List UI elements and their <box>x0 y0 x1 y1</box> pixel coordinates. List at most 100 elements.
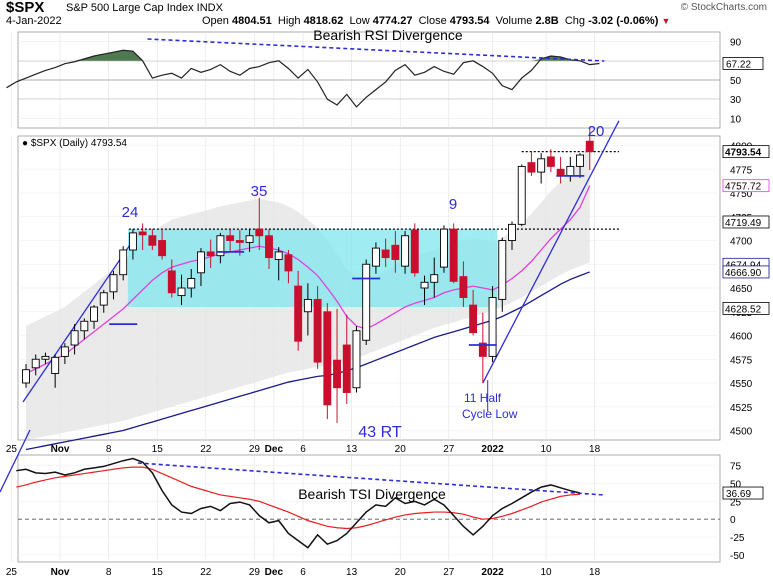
candle-body <box>391 244 400 260</box>
volume-label: Volume <box>495 15 533 27</box>
rsi-last-value-box <box>722 57 764 70</box>
price-value-label: 4719.49 <box>725 218 762 229</box>
candle-body <box>459 276 468 298</box>
x-tick-label: Nov <box>51 567 70 578</box>
open-label: Open <box>202 15 229 27</box>
candle-body <box>342 344 351 393</box>
close-value: 4793.54 <box>449 15 490 27</box>
x-tick-label: 20 <box>395 444 407 455</box>
candle-body <box>566 165 575 177</box>
low-label: Low <box>349 15 370 27</box>
candle-body <box>420 281 429 289</box>
tsi-last-value-box <box>722 486 764 500</box>
price-value-box <box>722 179 770 193</box>
x-tick-label: 18 <box>589 444 601 455</box>
candle-body <box>371 247 380 267</box>
x-tick-label: 15 <box>152 567 164 578</box>
candle-body <box>255 228 264 237</box>
rsi-line <box>6 49 600 108</box>
rsi-panel-title: Bearish RSI Divergence <box>313 27 463 43</box>
price-y-tick-label: 4500 <box>730 427 753 438</box>
down-arrow-icon: ▼ <box>661 16 671 26</box>
candle-body <box>226 235 235 241</box>
tsi-panel-frame <box>17 454 721 563</box>
x-tick-label: 2022 <box>481 567 504 578</box>
candle-body <box>90 306 98 322</box>
close-label: Close <box>418 15 447 27</box>
candle-body <box>517 165 526 225</box>
candle-body <box>401 235 410 267</box>
price-value-box <box>722 302 770 315</box>
trend-line <box>0 429 31 493</box>
low-value: 4774.27 <box>372 15 413 27</box>
x-tick-label: 25 <box>6 567 18 578</box>
candle-body <box>31 358 40 369</box>
price-y-tick-label: 4600 <box>730 332 753 343</box>
price-y-tick-label: 4775 <box>730 165 753 176</box>
price-y-tick-label: 4750 <box>730 189 753 200</box>
cycle-low-label: 43 RT <box>358 424 402 441</box>
candle-body <box>352 330 361 389</box>
x-tick-label: 8 <box>106 444 112 455</box>
candle-body <box>235 240 244 243</box>
rsi-divergence-line <box>147 38 605 62</box>
candle-body <box>138 231 147 236</box>
x-tick-label: 15 <box>152 444 164 455</box>
x-tick-label: 27 <box>443 444 455 455</box>
candle-body <box>284 254 293 272</box>
x-tick-label: 18 <box>589 567 601 578</box>
candle-body <box>187 278 196 289</box>
candle-body <box>99 292 108 306</box>
x-tick-label: Dec <box>265 444 284 455</box>
high-value: 4818.62 <box>303 15 344 27</box>
candle-body <box>449 228 458 282</box>
x-tick-label: 2022 <box>481 444 504 455</box>
x-tick-label: 25 <box>6 444 18 455</box>
x-tick-label: Dec <box>265 567 284 578</box>
candle-body <box>440 228 448 268</box>
copyright: © StockCharts.com <box>680 2 767 13</box>
price-y-tick-label: 4550 <box>730 379 753 390</box>
price-panel-title: ● $SPX (Daily) 4793.54 <box>22 138 127 149</box>
candle-body <box>576 154 584 167</box>
security-name: S&P 500 Large Cap Index INDX <box>66 2 223 14</box>
candle-body <box>265 235 273 259</box>
chg-label: Chg <box>564 15 585 27</box>
candle-body <box>206 251 215 257</box>
candle-body <box>381 249 390 259</box>
tsi-y-tick-label: 0 <box>730 515 736 526</box>
candle-body <box>109 274 118 293</box>
half-cycle-label: 11 Half <box>464 391 502 405</box>
candle-body <box>537 158 546 173</box>
tsi-y-tick-label: -50 <box>730 551 745 562</box>
candle-body <box>478 342 487 357</box>
tsi-y-tick-label: 75 <box>730 462 742 473</box>
x-tick-label: 10 <box>540 444 552 455</box>
trend-line <box>22 240 134 403</box>
candle-body <box>508 223 516 241</box>
high-label: High <box>277 15 301 27</box>
candle-body <box>294 285 303 342</box>
candle-body <box>148 235 157 246</box>
candle-body <box>177 287 186 297</box>
rsi-y-tick-label: 10 <box>730 114 742 125</box>
x-tick-label: 20 <box>395 567 407 578</box>
price-value-label: 4757.72 <box>725 182 762 193</box>
candle-body <box>167 270 176 294</box>
rsi-y-tick-label: 30 <box>730 95 742 106</box>
x-tick-label: 27 <box>443 567 455 578</box>
price-value-label: 4666.90 <box>725 268 762 279</box>
candle-body <box>469 304 478 334</box>
x-tick-label: 8 <box>106 567 112 578</box>
x-tick-label: 22 <box>200 444 212 455</box>
rsi-y-tick-label: 50 <box>730 76 742 87</box>
x-tick-label: 13 <box>346 567 358 578</box>
candle-body <box>323 311 332 406</box>
candle-body <box>333 359 341 389</box>
half-cycle-label: Cycle Low <box>462 407 518 421</box>
candle-body <box>22 369 30 384</box>
candle-body <box>245 235 254 243</box>
price-value-box <box>722 215 770 229</box>
chg-value: -3.02 (-0.06%) <box>588 15 659 27</box>
